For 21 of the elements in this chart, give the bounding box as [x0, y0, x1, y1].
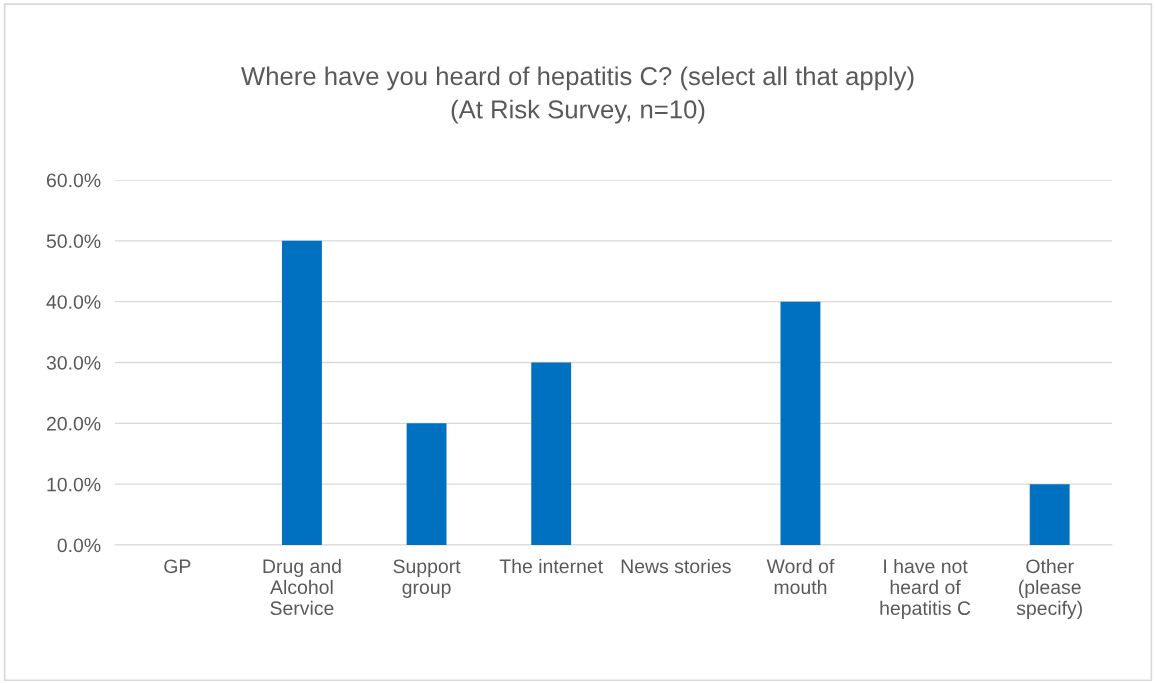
bar — [1029, 484, 1070, 545]
y-tick-label: 60.0% — [46, 173, 101, 188]
x-tick-label: Drug and Alcohol Service — [263, 558, 341, 616]
x-tick-label: GP — [164, 559, 191, 574]
x-tick-label: I have not heard of hepatitis C — [880, 558, 971, 619]
y-tick-label: 0.0% — [57, 538, 101, 553]
bar — [282, 240, 322, 545]
y-tick-label: 20.0% — [46, 416, 101, 431]
bar — [531, 362, 572, 545]
x-tick-label: Other (please specify) — [1016, 558, 1082, 619]
x-tick-label: Word of mouth — [766, 558, 835, 595]
y-tick-label: 10.0% — [47, 477, 101, 492]
chart-title: Where have you heard of hepatitis C? (select all that apply) (At Risk Survey, n=10) — [241, 66, 914, 124]
x-tick-label: News stories — [621, 558, 731, 574]
x-tick-label: The internet — [499, 558, 603, 574]
y-tick-label: 50.0% — [46, 234, 101, 249]
y-tick-label: 30.0% — [46, 355, 101, 370]
y-tick-label: 40.0% — [46, 295, 101, 309]
bar — [780, 301, 821, 545]
bar — [406, 423, 447, 545]
x-tick-label: Support group — [393, 559, 461, 598]
